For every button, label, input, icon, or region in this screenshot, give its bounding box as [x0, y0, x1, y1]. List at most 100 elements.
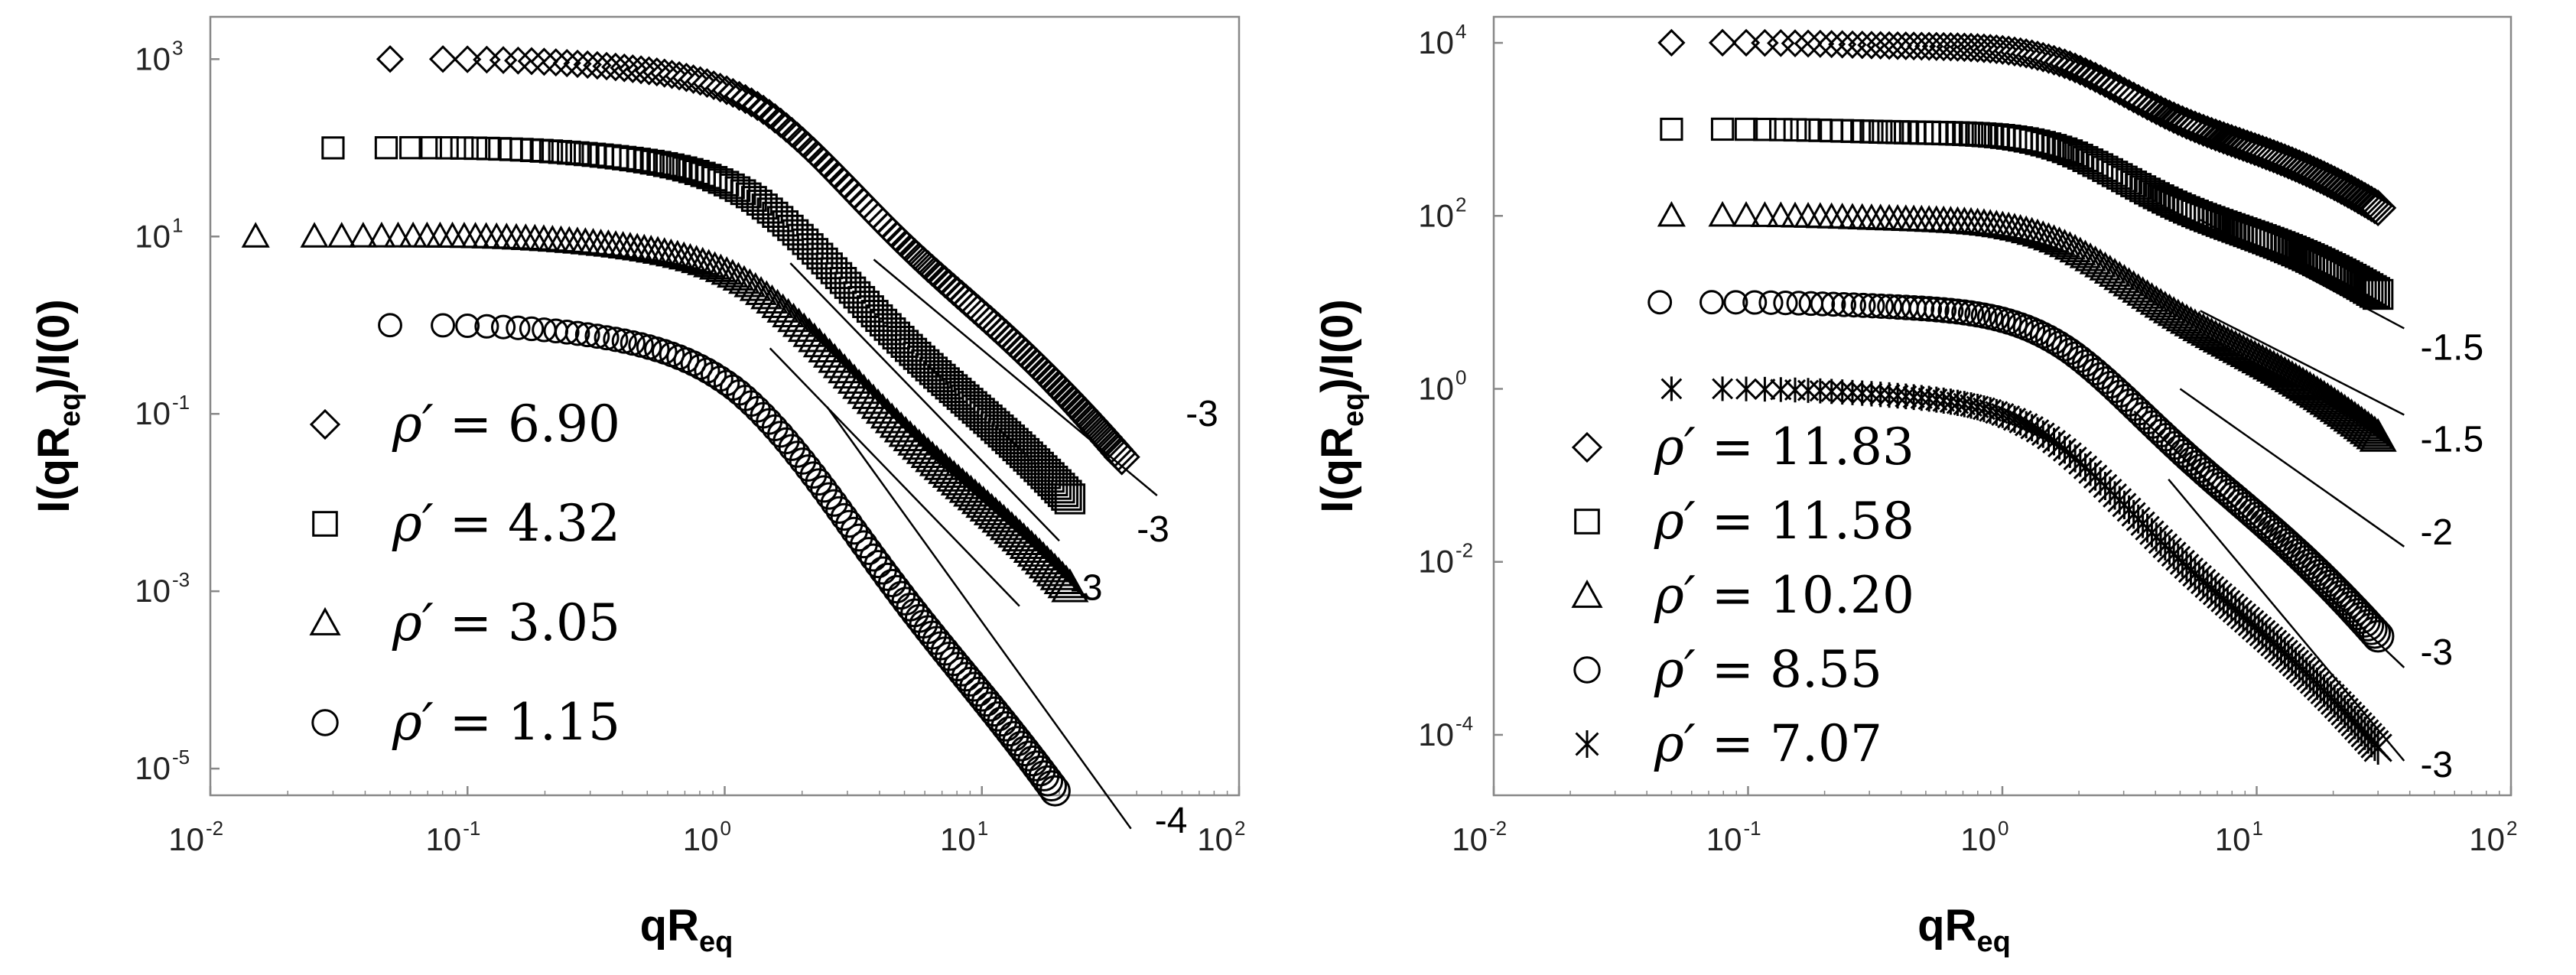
data-point: [2295, 372, 2332, 406]
y-tick-exponent: 0: [1456, 366, 1466, 388]
data-point: [2356, 415, 2394, 450]
slope-label: -2: [2420, 512, 2453, 553]
y-axis-label: I(qReq)/I(0): [1312, 299, 1370, 513]
data-point: [1907, 31, 1937, 61]
data-point: [583, 50, 612, 80]
data-point: [981, 499, 1018, 533]
data-point: [2152, 293, 2187, 323]
data-point: [1708, 200, 1737, 227]
slope-guide-line: [2179, 388, 2405, 548]
data-point: [766, 293, 799, 323]
y-tick-label: 10: [135, 218, 171, 254]
data-point: [1828, 30, 1857, 59]
data-point: [792, 228, 819, 255]
data-point: [1028, 544, 1066, 579]
slope-label: -3: [1070, 567, 1103, 608]
data-point: [2362, 278, 2394, 310]
data-point: [867, 206, 899, 239]
y-tick-exponent: 2: [1456, 193, 1466, 216]
data-point: [756, 284, 789, 314]
data-point: [1930, 297, 1957, 323]
data-point: [1916, 296, 1943, 322]
data-point: [383, 221, 413, 248]
x-tick-exponent: -1: [463, 817, 480, 840]
data-point: [833, 172, 866, 204]
data-point: [862, 202, 895, 235]
data-point: [2353, 413, 2391, 447]
data-point: [1657, 201, 1686, 227]
data-point: [1742, 290, 1768, 315]
series-circle: [378, 313, 1071, 807]
data-point: [857, 197, 890, 230]
data-point: [2309, 382, 2346, 415]
data-point: [646, 151, 672, 176]
data-point: [888, 415, 923, 447]
data-point: [783, 440, 812, 468]
slope-label: -3: [2420, 745, 2453, 785]
data-point: [2259, 228, 2288, 258]
data-point: [1857, 31, 1886, 60]
y-tick-exponent: -5: [172, 746, 190, 769]
data-point: [435, 136, 459, 160]
data-point: [1865, 203, 1895, 230]
slope-guide-line: [2200, 310, 2405, 416]
data-point: [2178, 110, 2212, 144]
data-point: [1043, 560, 1081, 594]
data-point: [1865, 31, 1895, 60]
data-point: [1054, 483, 1086, 515]
legend-label: ρ′ = 10.20: [1654, 566, 1914, 625]
legend-marker-triangle: [309, 606, 341, 635]
data-point: [2194, 116, 2229, 151]
data-point: [985, 503, 1023, 537]
data-point: [554, 319, 580, 345]
slope-label: -1.5: [2420, 420, 2483, 460]
x-tick-label: 10: [1197, 821, 1233, 857]
series-square: [1660, 117, 2394, 310]
legend-marker-triangle: [1571, 579, 1603, 608]
data-point: [2113, 267, 2145, 297]
data-point: [977, 496, 1014, 529]
legend-label: ρ′ = 3.05: [392, 593, 620, 652]
data-point: [2028, 41, 2059, 73]
data-point: [2005, 37, 2036, 68]
x-tick-label: 10: [1706, 821, 1742, 857]
data-point: [2049, 48, 2080, 80]
data-point: [1699, 290, 1724, 315]
y-axis-label: I(qReq)/I(0): [29, 299, 86, 513]
data-point: [563, 49, 592, 79]
data-point: [2305, 379, 2343, 413]
data-point: [852, 192, 885, 225]
data-point: [1016, 533, 1054, 567]
data-point: [300, 222, 329, 248]
data-point: [398, 221, 428, 248]
data-point: [636, 334, 662, 360]
legend-marker-circle: [1573, 656, 1601, 684]
data-point: [1817, 30, 1846, 59]
data-point: [923, 448, 959, 480]
x-tick-label: 10: [2215, 821, 2251, 857]
data-point: [948, 470, 985, 503]
y-tick-exponent: 4: [1456, 20, 1466, 43]
data-point: [820, 489, 848, 517]
y-tick-label: 10: [1418, 544, 1454, 580]
data-point: [828, 167, 860, 200]
data-point: [2051, 137, 2078, 164]
data-point: [1981, 34, 2012, 65]
data-point: [463, 136, 488, 161]
data-point: [1732, 28, 1761, 57]
x-tick-label: 10: [2469, 821, 2505, 857]
data-point: [2161, 298, 2195, 329]
data-point: [823, 162, 855, 194]
data-point: [378, 313, 402, 338]
data-point: [1883, 31, 1912, 60]
data-point: [1993, 35, 2024, 66]
y-tick-label: 10: [135, 41, 171, 76]
legend-marker-asterisk: [1575, 730, 1599, 758]
data-point: [815, 482, 843, 510]
data-point: [1950, 32, 1979, 63]
data-point: [2174, 306, 2208, 336]
data-point: [2319, 388, 2356, 422]
slope-label: -3: [1137, 509, 1169, 550]
data-point: [957, 478, 994, 511]
data-point: [806, 242, 834, 270]
